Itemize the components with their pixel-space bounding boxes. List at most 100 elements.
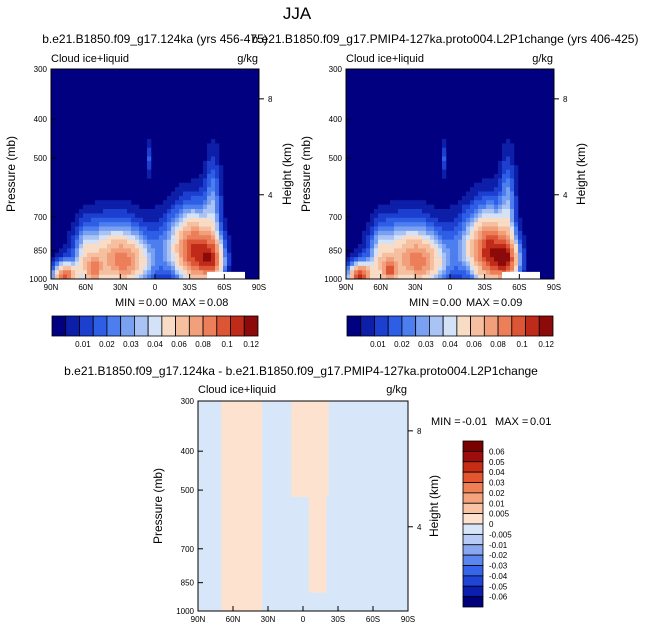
- panel-2-cell: [502, 191, 507, 197]
- panel-2-cell: [398, 222, 403, 227]
- panel-2-cell: [502, 195, 507, 201]
- panel-1-cell: [119, 270, 124, 275]
- panel-2-cell: [390, 239, 395, 245]
- panel-2-cell: [370, 213, 375, 219]
- panel-2-right-string: g/kg: [532, 53, 553, 65]
- colorbar-box: [216, 315, 231, 337]
- panel-1-cell: [203, 261, 208, 267]
- panel-1-cell: [183, 187, 188, 192]
- panel-2-cell: [426, 222, 431, 227]
- panel-2-cell: [414, 235, 419, 240]
- panel-1-cell: [215, 165, 220, 170]
- panel-2-cell: [514, 209, 519, 214]
- panel-2-cell: [498, 222, 503, 227]
- panel-3-y-label: Pressure (mb): [151, 468, 165, 544]
- panel-2-cell: [494, 200, 499, 205]
- panel-2-cell: [502, 217, 507, 223]
- panel-2-cell: [510, 261, 515, 267]
- panel-1-cell: [187, 265, 192, 271]
- panel-2-cell: [498, 204, 503, 210]
- panel-2-cell: [390, 248, 395, 254]
- panel-1-cell: [135, 244, 140, 249]
- panel-2-cell: [510, 156, 515, 162]
- panel-1-cell: [75, 226, 80, 232]
- panel-2-cell: [406, 235, 411, 240]
- panel-2-cell: [490, 217, 495, 223]
- panel-1-cell: [147, 270, 152, 275]
- panel-2-cell: [482, 195, 487, 201]
- panel-1-cell: [79, 226, 84, 232]
- panel-1-cell: [199, 200, 204, 205]
- panel-2-cell: [370, 261, 375, 267]
- panel-2-cell: [390, 235, 395, 240]
- colorbar-label: 0.01: [75, 340, 91, 349]
- panel-1-cell: [119, 265, 124, 271]
- panel-2-cell: [474, 257, 479, 262]
- panel-1-cell: [191, 200, 196, 205]
- panel-1-cell: [147, 160, 152, 166]
- panel-1-cell: [119, 252, 124, 258]
- panel-1-cell: [143, 252, 148, 258]
- panel-1-cell: [187, 235, 192, 240]
- panel-2-cell: [486, 244, 491, 249]
- panel-1-cell: [143, 235, 148, 240]
- panel-1-cell: [171, 252, 176, 258]
- y-tick-label: 700: [329, 213, 343, 222]
- panel-1-cell: [211, 244, 216, 249]
- panel-1-cell: [87, 222, 92, 227]
- panel-1-cell: [103, 261, 108, 267]
- panel-1-cell: [123, 222, 128, 227]
- panel-1-cell: [75, 239, 80, 245]
- panel-1-cell: [87, 235, 92, 240]
- panel-2-cell: [402, 235, 407, 240]
- panel-2-cell: [426, 274, 431, 280]
- panel-2-cell: [446, 257, 451, 262]
- panel-1-cell: [199, 274, 204, 280]
- panel-1-cell: [199, 182, 204, 188]
- panel-2-cell: [434, 248, 439, 254]
- panel-1-cell: [179, 230, 184, 236]
- panel-1-cell: [151, 217, 156, 223]
- panel-1-cell: [219, 244, 224, 249]
- panel-2-cell: [390, 257, 395, 262]
- panel-1-cell: [139, 230, 144, 236]
- panel-1-cell: [163, 204, 168, 210]
- panel-2-cell: [430, 248, 435, 254]
- panel-1-cell: [175, 209, 180, 214]
- panel-2-cell: [510, 195, 515, 201]
- panel-1-cell: [191, 239, 196, 245]
- panel-1-cell: [143, 274, 148, 280]
- panel-1-cell: [91, 222, 96, 227]
- panel-2-cell: [466, 239, 471, 245]
- panel-2-cell: [462, 209, 467, 214]
- panel-1-cell: [63, 252, 68, 258]
- panel-2-cell: [442, 156, 447, 162]
- panel-2-cell: [482, 239, 487, 245]
- y-tick-label: 500: [34, 154, 48, 163]
- panel-2-cell: [418, 244, 423, 249]
- panel-1-cell: [163, 235, 168, 240]
- panel-1-cell: [163, 248, 168, 254]
- panel-1-cell: [203, 209, 208, 214]
- panel-1-cell: [135, 230, 140, 236]
- panel-1-cell: [179, 191, 184, 197]
- panel-2-cell: [482, 230, 487, 236]
- panel-1-cell: [183, 261, 188, 267]
- panel-2-cell: [494, 235, 499, 240]
- panel-2-cell: [442, 261, 447, 267]
- panel-2-cell: [422, 217, 427, 223]
- panel-1-cell: [215, 174, 220, 179]
- panel-2-cell: [470, 265, 475, 271]
- panel-2-cell: [422, 200, 427, 205]
- panel-2-cell: [462, 239, 467, 245]
- colorbar-box: [79, 315, 94, 337]
- panel-2-cell: [474, 244, 479, 249]
- panel-2-cell: [362, 252, 367, 258]
- panel-1-cell: [83, 274, 88, 280]
- panel-1-cell: [175, 244, 180, 249]
- panel-2-cell: [506, 261, 511, 267]
- panel-1-cell: [159, 239, 164, 245]
- panel-1-cell: [207, 235, 212, 240]
- panel-1-cell: [71, 257, 76, 262]
- panel-1-cell: [79, 213, 84, 219]
